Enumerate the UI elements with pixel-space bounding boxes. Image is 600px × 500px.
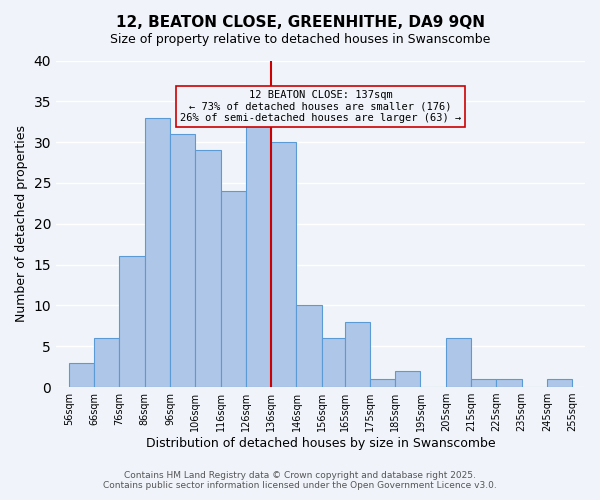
Text: Size of property relative to detached houses in Swanscombe: Size of property relative to detached ho… (110, 32, 490, 46)
Bar (94, 338, 119, 387)
Bar (296, 306, 322, 387)
Bar (170, 134, 195, 387)
X-axis label: Distribution of detached houses by size in Swanscombe: Distribution of detached houses by size … (146, 437, 496, 450)
Bar (547, 379, 572, 387)
Text: Contains HM Land Registry data © Crown copyright and database right 2025.
Contai: Contains HM Land Registry data © Crown c… (103, 470, 497, 490)
Bar (271, 142, 296, 387)
Bar (370, 379, 395, 387)
Bar (471, 379, 496, 387)
Bar (446, 338, 471, 387)
Bar (496, 379, 522, 387)
Bar (221, 191, 246, 387)
Bar (395, 371, 421, 387)
Bar (119, 256, 145, 387)
Bar (344, 322, 370, 387)
Bar (195, 150, 221, 387)
Text: 12, BEATON CLOSE, GREENHITHE, DA9 9QN: 12, BEATON CLOSE, GREENHITHE, DA9 9QN (115, 15, 485, 30)
Text: 12 BEATON CLOSE: 137sqm
← 73% of detached houses are smaller (176)
26% of semi-d: 12 BEATON CLOSE: 137sqm ← 73% of detache… (180, 90, 461, 123)
Y-axis label: Number of detached properties: Number of detached properties (15, 126, 28, 322)
Bar (68, 362, 94, 387)
Bar (322, 338, 344, 387)
Bar (145, 118, 170, 387)
Bar (246, 118, 271, 387)
